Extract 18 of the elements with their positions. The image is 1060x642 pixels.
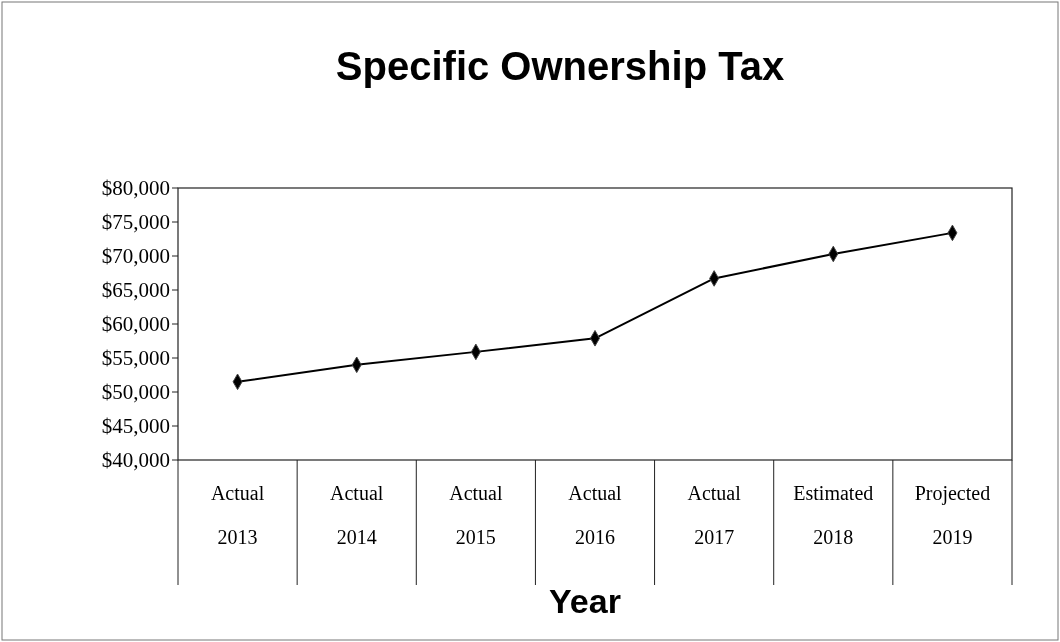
y-tick-label: $45,000: [101, 414, 170, 439]
x-tick-label: Actual 2015: [449, 482, 503, 548]
chart-title: Specific Ownership Tax: [335, 44, 785, 88]
x-axis-title: Year: [549, 582, 621, 620]
x-tick-label: Actual 2017: [687, 482, 742, 548]
x-tick-label: Projected 2019: [914, 482, 991, 548]
x-tick-label: Actual 2014: [330, 482, 384, 548]
y-tick-label: $50,000: [101, 380, 170, 405]
y-tick-label: $65,000: [101, 278, 170, 303]
y-tick-label: $75,000: [101, 210, 170, 235]
x-tick-label: Actual 2013: [210, 482, 265, 548]
y-tick-label: $55,000: [101, 346, 170, 371]
y-tick-label: $40,000: [101, 448, 170, 473]
x-tick-label: Actual 2016: [568, 482, 623, 548]
y-tick-label: $60,000: [101, 312, 170, 337]
y-tick-label: $70,000: [101, 244, 170, 269]
x-tick-label: Estimated 2018: [793, 482, 874, 548]
y-tick-label: $80,000: [101, 176, 170, 201]
